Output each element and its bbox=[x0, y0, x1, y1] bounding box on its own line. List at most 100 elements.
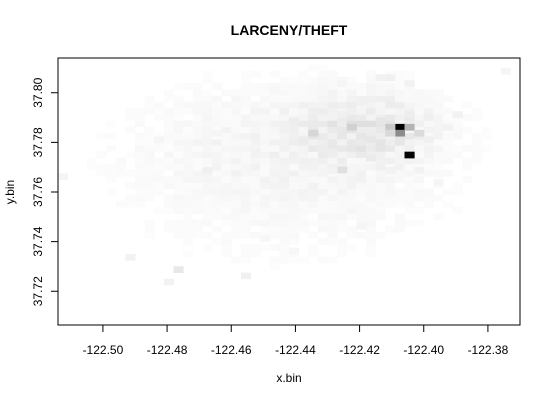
heatmap-cell bbox=[269, 95, 280, 103]
heatmap-cell bbox=[279, 188, 290, 196]
heatmap-cell bbox=[346, 138, 357, 146]
heatmap-cell bbox=[279, 182, 290, 190]
heatmap-cell bbox=[356, 114, 367, 121]
heatmap-cell bbox=[404, 207, 415, 214]
heatmap-cell bbox=[337, 213, 348, 221]
heatmap-cell bbox=[231, 89, 242, 96]
heatmap-cell bbox=[260, 225, 271, 233]
heatmap-cell bbox=[423, 194, 434, 202]
heatmap-cell bbox=[385, 107, 396, 115]
heatmap-cell bbox=[317, 200, 329, 208]
heatmap-cell bbox=[308, 200, 319, 208]
heatmap-cell bbox=[462, 163, 473, 171]
heatmap-cell bbox=[212, 200, 223, 208]
heatmap-cell bbox=[183, 213, 194, 221]
heatmap-cell bbox=[144, 138, 155, 146]
heatmap-cell bbox=[269, 176, 280, 183]
heatmap-cell bbox=[221, 182, 232, 190]
heatmap-cell bbox=[404, 157, 415, 165]
heatmap-cell bbox=[202, 213, 213, 221]
heatmap-cell bbox=[212, 120, 223, 127]
heatmap-cell bbox=[250, 120, 261, 127]
heatmap-cell bbox=[260, 207, 271, 214]
heatmap-cell bbox=[308, 89, 319, 96]
heatmap-cell bbox=[289, 138, 300, 146]
heatmap-cell bbox=[385, 157, 396, 165]
heatmap-cell bbox=[212, 157, 223, 165]
heatmap-cell bbox=[298, 256, 309, 264]
heatmap-cell bbox=[452, 188, 463, 196]
heatmap-cell bbox=[279, 176, 290, 183]
heatmap-cell bbox=[212, 83, 223, 90]
heatmap-cell bbox=[260, 114, 271, 121]
heatmap-cell bbox=[96, 169, 107, 177]
heatmap-cell bbox=[279, 83, 290, 90]
heatmap-cell bbox=[366, 145, 377, 152]
heatmap-cell bbox=[289, 200, 300, 208]
heatmap-cell bbox=[86, 163, 98, 171]
heatmap-cell bbox=[221, 114, 232, 121]
heatmap-cell bbox=[385, 182, 396, 190]
heatmap-cell bbox=[154, 176, 165, 183]
heatmap-cell bbox=[327, 238, 338, 245]
heatmap-cell bbox=[289, 83, 300, 90]
heatmap-cell bbox=[298, 76, 309, 84]
heatmap-cell bbox=[452, 182, 463, 190]
heatmap-cell bbox=[308, 151, 319, 158]
heatmap-cell bbox=[279, 120, 290, 127]
heatmap-cell bbox=[375, 107, 386, 115]
heatmap-cell bbox=[452, 151, 463, 158]
heatmap-cell bbox=[163, 194, 175, 202]
heatmap-cell bbox=[240, 138, 252, 146]
heatmap-cell bbox=[192, 231, 203, 239]
heatmap-cell bbox=[289, 182, 300, 190]
heatmap-cell bbox=[279, 126, 290, 134]
heatmap-cell bbox=[471, 151, 483, 158]
heatmap-cell bbox=[317, 64, 329, 72]
heatmap-cell bbox=[202, 145, 213, 152]
heatmap-cell bbox=[173, 114, 184, 121]
heatmap-cell bbox=[279, 169, 290, 177]
heatmap-cell bbox=[240, 272, 252, 280]
heatmap-cell bbox=[308, 95, 319, 103]
heatmap-cell bbox=[414, 107, 425, 115]
heatmap-cell bbox=[192, 176, 203, 183]
heatmap-cell bbox=[298, 70, 309, 78]
heatmap-cell bbox=[231, 101, 242, 109]
heatmap-cell bbox=[279, 138, 290, 146]
heatmap-cell bbox=[394, 194, 406, 202]
heatmap-cell bbox=[163, 278, 175, 286]
x-tick-label: -122.46 bbox=[211, 343, 252, 357]
heatmap-cell bbox=[394, 157, 406, 165]
heatmap-cell bbox=[298, 225, 309, 233]
heatmap-cell bbox=[183, 219, 194, 227]
heatmap-cell bbox=[173, 176, 184, 183]
heatmap-cell bbox=[231, 107, 242, 115]
heatmap-cell bbox=[346, 200, 357, 208]
heatmap-cell bbox=[394, 163, 406, 171]
heatmap-cell bbox=[346, 157, 357, 165]
heatmap-cell bbox=[298, 114, 309, 121]
heatmap-cell bbox=[443, 200, 454, 208]
heatmap-cell bbox=[317, 101, 329, 109]
x-tick-label: -122.38 bbox=[468, 343, 509, 357]
heatmap-cell bbox=[375, 207, 386, 214]
heatmap-cell bbox=[183, 182, 194, 190]
heatmap-cell bbox=[356, 169, 367, 177]
heatmap-cell bbox=[433, 163, 444, 171]
heatmap-cell bbox=[327, 194, 338, 202]
heatmap-cell bbox=[250, 138, 261, 146]
heatmap-cell bbox=[433, 126, 444, 134]
heatmap-cell bbox=[212, 114, 223, 121]
heatmap-cell bbox=[279, 200, 290, 208]
heatmap-cell bbox=[366, 194, 377, 202]
heatmap-cell bbox=[106, 188, 117, 196]
heatmap-cell bbox=[366, 107, 377, 115]
heatmap-cell bbox=[212, 129, 223, 137]
heatmap-cell bbox=[269, 262, 280, 270]
heatmap-cell bbox=[212, 95, 223, 103]
heatmap-cell bbox=[269, 225, 280, 233]
heatmap-cell bbox=[183, 207, 194, 214]
heatmap-cell bbox=[125, 194, 136, 202]
heatmap-cell bbox=[192, 151, 203, 158]
